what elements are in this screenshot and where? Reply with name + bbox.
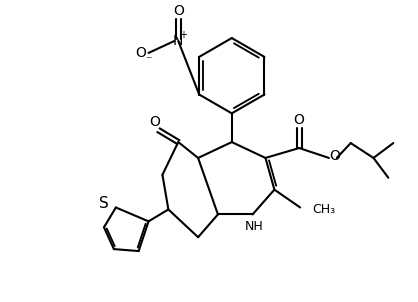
Text: O: O <box>329 149 340 163</box>
Text: CH₃: CH₃ <box>312 203 335 216</box>
Text: O: O <box>294 113 305 127</box>
Text: O: O <box>149 115 160 129</box>
Text: S: S <box>99 196 109 211</box>
Text: O: O <box>135 46 146 60</box>
Text: NH: NH <box>245 220 264 233</box>
Text: O: O <box>173 4 184 18</box>
Text: ⁻: ⁻ <box>145 54 152 67</box>
Text: N: N <box>173 34 184 48</box>
Text: +: + <box>179 30 187 40</box>
